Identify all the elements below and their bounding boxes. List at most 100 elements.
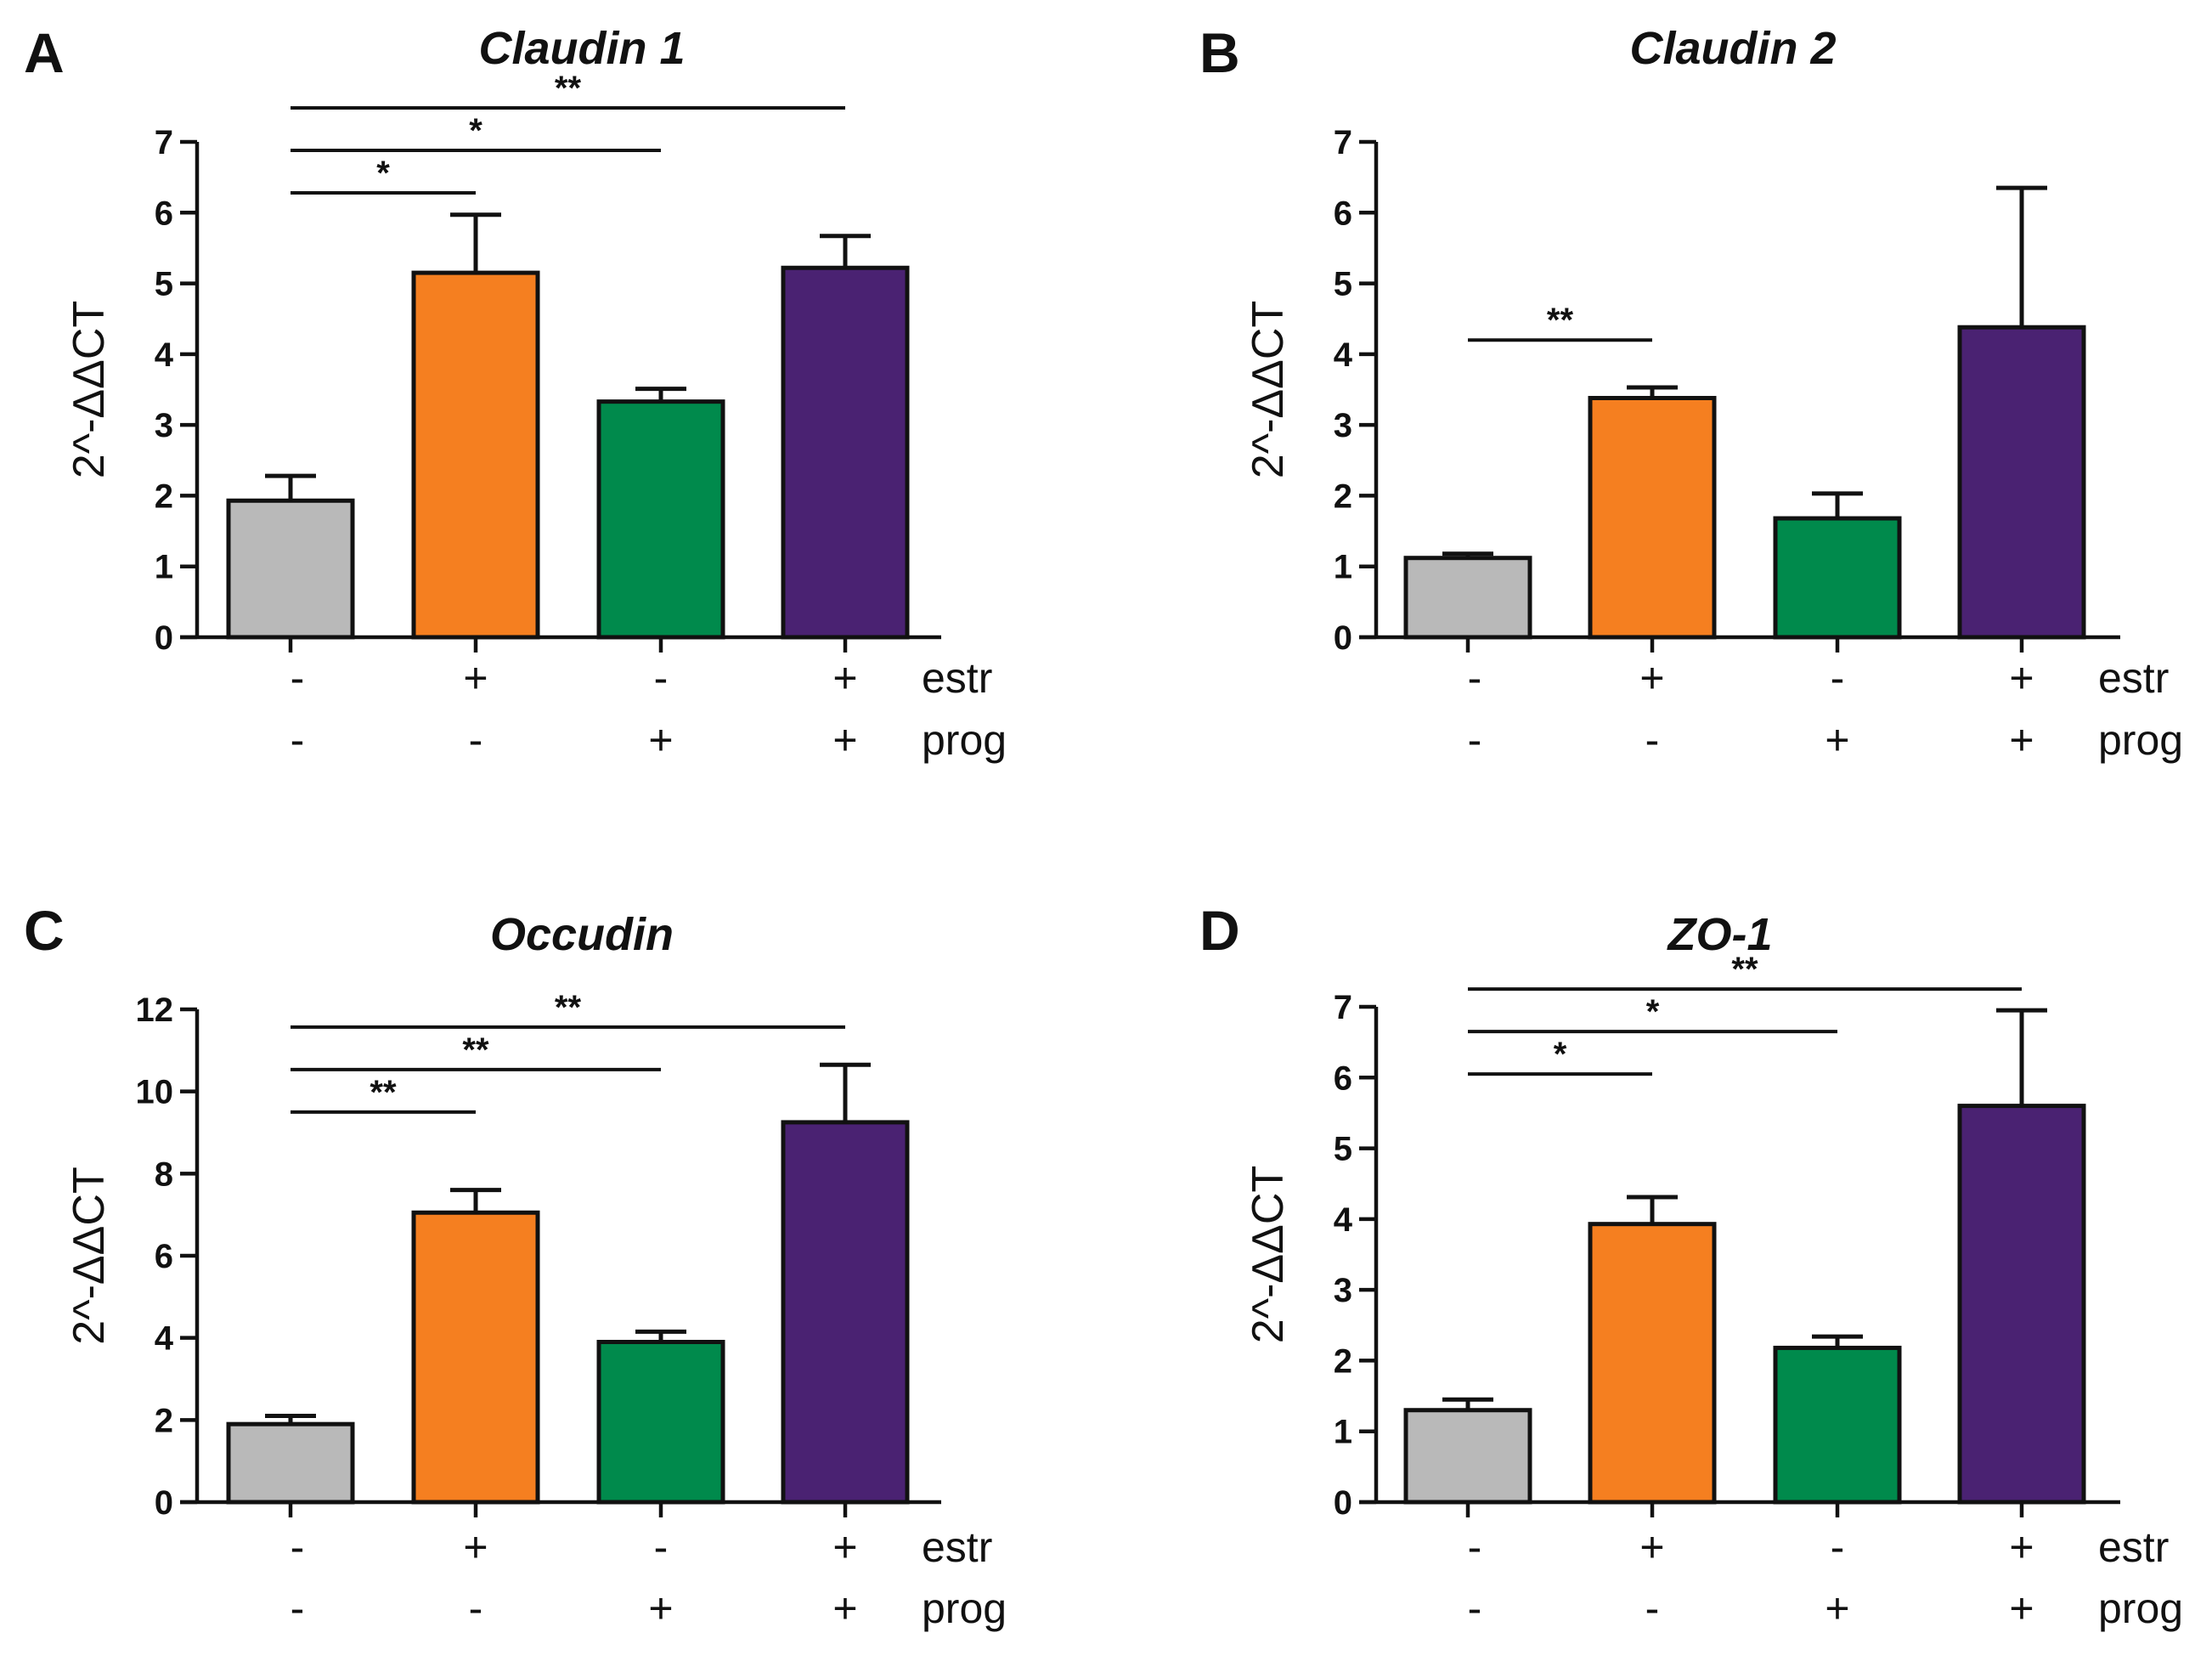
y-tick-label: 6 [155,195,173,232]
y-tick-label: 2 [155,1402,173,1439]
y-tick-label: 4 [155,336,174,374]
condition-sign: + [832,1585,857,1632]
bar [596,1340,725,1505]
y-tick-label: 5 [155,266,173,303]
condition-sign: - [469,716,483,764]
y-axis-label: 2^-ΔΔCT [65,301,114,478]
y-tick-label: 8 [155,1155,173,1193]
bar [781,265,910,640]
significance-label: ** [1731,951,1758,988]
condition-sign: + [832,716,857,764]
significance-label: * [1554,1036,1567,1073]
condition-sign: - [1468,654,1482,702]
panel-title: Claudin 2 [1629,23,1836,74]
condition-sign: - [1831,654,1845,702]
condition-sign: + [1639,1523,1664,1571]
condition-name: prog [2098,716,2183,764]
y-tick-label: 4 [1334,1201,1353,1239]
condition-sign: + [1825,1585,1849,1632]
y-tick-label: 12 [136,992,174,1029]
bar [1957,325,2086,640]
bar [1957,1104,2086,1505]
condition-sign: + [648,1585,673,1632]
condition-sign: - [291,716,305,764]
bar [781,1120,910,1505]
condition-sign: - [291,1585,305,1632]
y-tick-label: 6 [155,1238,173,1275]
condition-sign: - [654,1523,669,1571]
y-tick-label: 0 [1334,1484,1352,1522]
condition-sign: - [1645,716,1660,764]
condition-sign: - [469,1585,483,1632]
condition-name: estr [922,654,992,702]
y-tick-label: 4 [1334,336,1353,374]
condition-sign: - [1468,716,1482,764]
bar [1773,516,1902,640]
y-axis-label: 2^-ΔΔCT [65,1167,114,1344]
significance-label: ** [370,1074,397,1111]
significance-label: ** [1547,302,1574,339]
y-tick-label: 7 [155,124,173,161]
y-tick-label: 0 [155,619,173,657]
panel-title: ZO-1 [1666,909,1772,960]
bar [1588,395,1717,640]
y-axis-label: 2^-ΔΔCT [1244,301,1293,478]
panel-letter: B [1199,21,1240,84]
y-tick-label: 6 [1334,195,1352,232]
y-tick-label: 0 [1334,619,1352,657]
panel-title: Occudin [490,909,674,960]
bar [411,270,540,640]
y-tick-label: 2 [1334,477,1352,515]
panel-letter: A [24,21,65,84]
condition-name: prog [922,716,1007,764]
chart-panel-c: C Occudin 2^-ΔΔCT 0 2 4 6 8 10 12 ** ** ** - + - + estr - -… [24,899,1007,1632]
condition-sign: + [2009,1585,2034,1632]
condition-sign: + [463,654,488,702]
condition-sign: + [2009,1523,2034,1571]
bar [226,498,355,640]
significance-label: ** [555,989,582,1026]
condition-sign: - [1468,1585,1482,1632]
condition-sign: + [832,654,857,702]
condition-name: prog [2098,1585,2183,1632]
y-tick-label: 3 [1334,407,1352,444]
condition-name: estr [2098,1523,2169,1571]
panel-letter: C [24,899,65,962]
y-tick-label: 0 [155,1484,173,1522]
y-tick-label: 1 [155,549,173,586]
condition-sign: - [654,654,669,702]
y-tick-label: 3 [155,407,173,444]
condition-sign: + [1639,654,1664,702]
condition-sign: - [1831,1523,1845,1571]
significance-label: * [469,112,482,150]
panel-title: Claudin 1 [478,23,685,74]
condition-name: prog [922,1585,1007,1632]
y-tick-label: 2 [1334,1342,1352,1380]
significance-label: ** [555,70,582,107]
y-tick-label: 5 [1334,266,1352,303]
chart-panel-b: B Claudin 2 2^-ΔΔCT 0 1 2 3 4 5 6 7 ** - + - + estr - - + + p… [1199,21,2183,764]
y-tick-label: 3 [1334,1272,1352,1309]
significance-label: * [376,155,390,192]
bar [596,399,725,640]
condition-sign: + [2009,716,2034,764]
bar [411,1210,540,1505]
y-tick-label: 1 [1334,1414,1352,1451]
panel-letter: D [1199,899,1240,962]
y-tick-label: 7 [1334,124,1352,161]
condition-sign: - [291,654,305,702]
condition-sign: + [648,716,673,764]
y-tick-label: 1 [1334,549,1352,586]
condition-sign: + [463,1523,488,1571]
condition-sign: - [1468,1523,1482,1571]
y-tick-label: 6 [1334,1059,1352,1097]
y-tick-label: 4 [155,1320,174,1358]
condition-sign: - [1645,1585,1660,1632]
condition-sign: + [2009,654,2034,702]
bar [226,1421,355,1505]
significance-label: * [1646,993,1660,1031]
bar [1773,1345,1902,1505]
bar [1403,556,1532,640]
